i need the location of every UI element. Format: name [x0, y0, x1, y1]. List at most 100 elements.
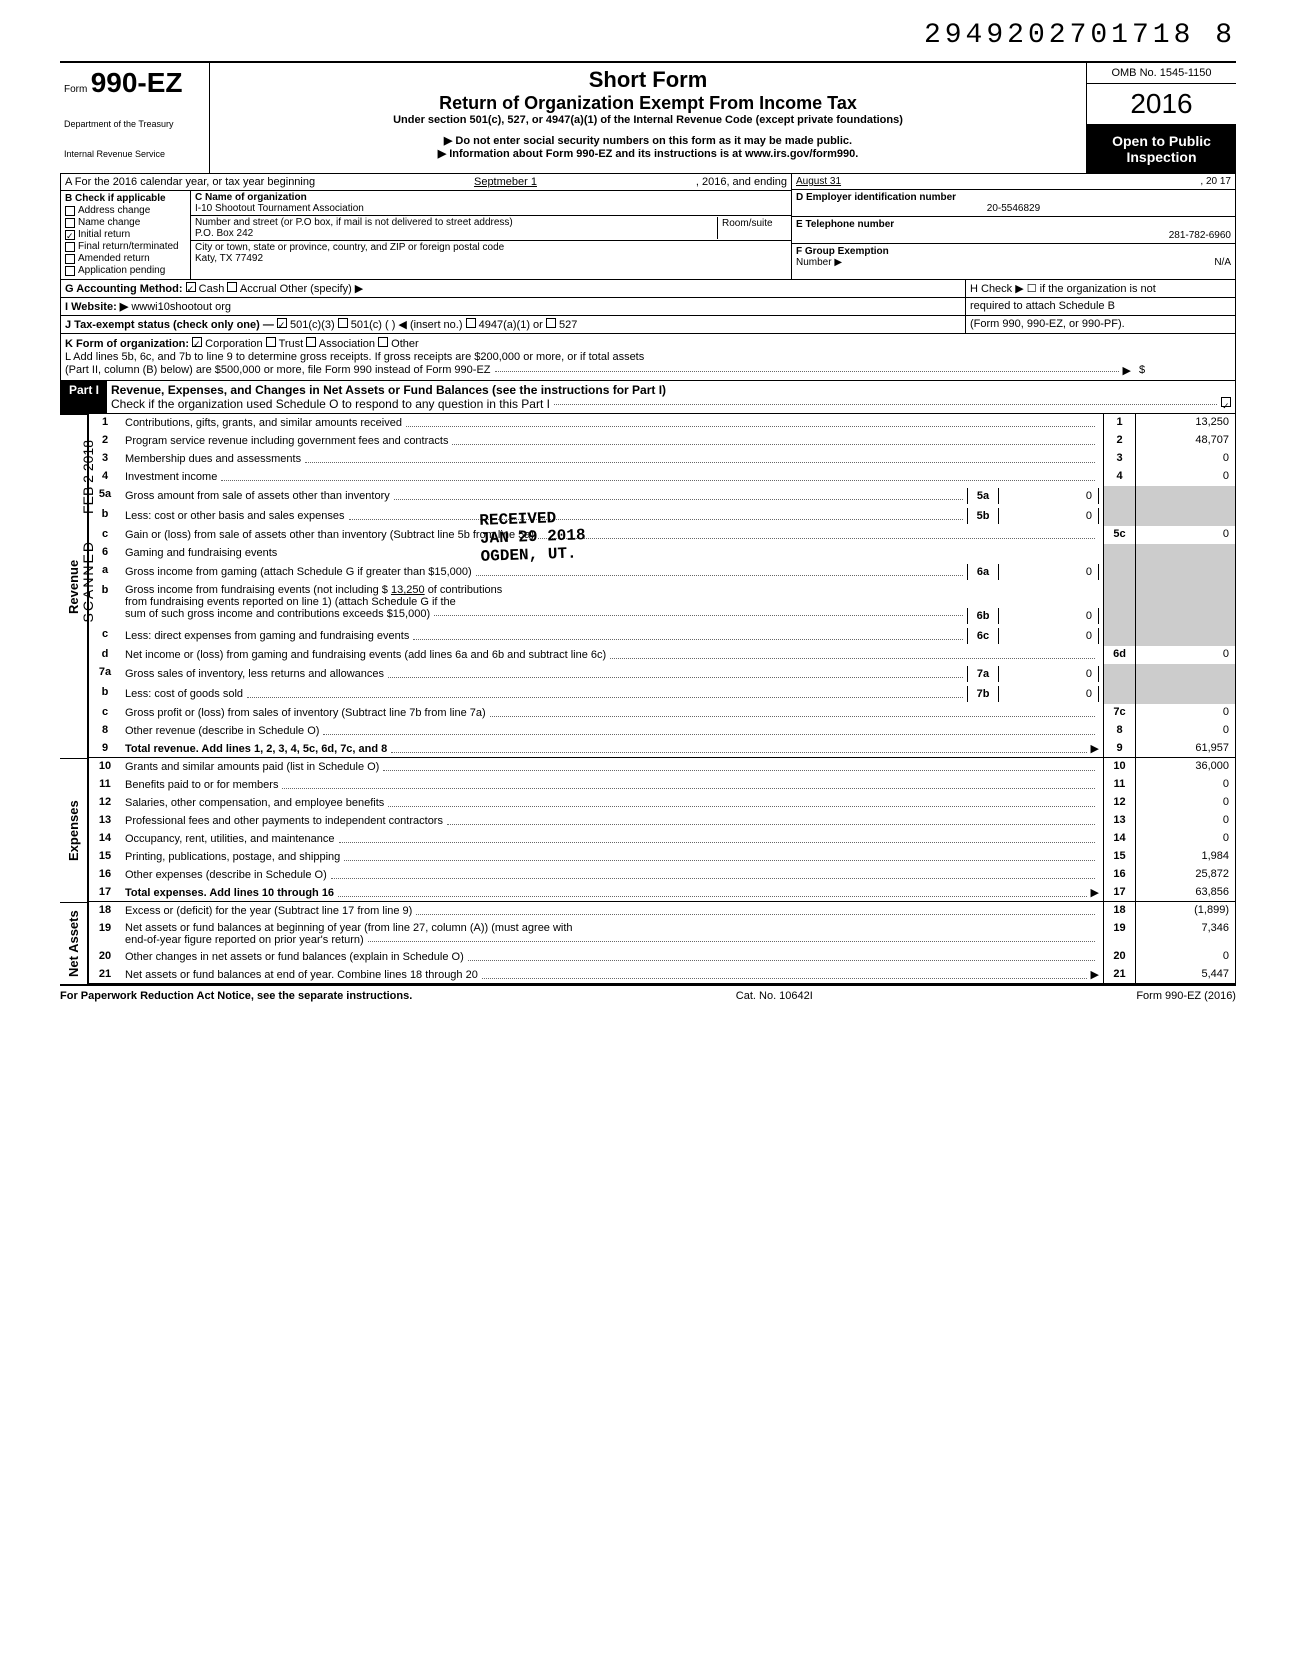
- l-dollar: $: [1131, 364, 1231, 377]
- line8-val: 0: [1135, 722, 1235, 740]
- line15-desc: Printing, publications, postage, and shi…: [125, 851, 340, 863]
- org-name: I-10 Shootout Tournament Association: [195, 203, 787, 214]
- line4-val: 0: [1135, 468, 1235, 486]
- line6b-d4: sum of such gross income and contributio…: [125, 608, 430, 624]
- line8-desc: Other revenue (describe in Schedule O): [125, 725, 319, 737]
- line6b-d2: of contributions: [428, 584, 503, 596]
- line7b-desc: Less: cost of goods sold: [125, 688, 243, 700]
- website: wwwi10shootout org: [131, 301, 231, 313]
- line6d-desc: Net income or (loss) from gaming and fun…: [125, 649, 606, 661]
- line21-desc: Net assets or fund balances at end of ye…: [125, 969, 478, 981]
- short-form-title: Short Form: [220, 67, 1076, 93]
- expenses-tab: Expenses: [60, 758, 88, 902]
- ein-value: 20-5546829: [796, 203, 1231, 214]
- accrual-check[interactable]: [227, 282, 237, 292]
- line19-d1: Net assets or fund balances at beginning…: [125, 922, 573, 934]
- 527-check[interactable]: [546, 318, 556, 328]
- e-label: E Telephone number: [796, 219, 1231, 230]
- form-number: 990-EZ: [91, 67, 183, 98]
- room-suite: Room/suite: [717, 217, 787, 239]
- 4947-check[interactable]: [466, 318, 476, 328]
- org-city: Katy, TX 77492: [195, 253, 787, 264]
- l-arrow: ▶: [1123, 364, 1131, 377]
- d-label: D Employer identification number: [796, 192, 1231, 203]
- final-return: Final return/terminated: [78, 241, 179, 252]
- line1-desc: Contributions, gifts, grants, and simila…: [125, 417, 402, 429]
- line10-desc: Grants and similar amounts paid (list in…: [125, 761, 379, 773]
- part1-check[interactable]: [1221, 397, 1231, 407]
- line6b-subval: 0: [999, 608, 1099, 624]
- addr-change-check[interactable]: [65, 206, 75, 216]
- other-check[interactable]: [378, 337, 388, 347]
- info-link: ▶ Information about Form 990-EZ and its …: [220, 147, 1076, 160]
- line3-val: 0: [1135, 450, 1235, 468]
- open-public-2: Inspection: [1091, 149, 1232, 165]
- line9-desc: Total revenue. Add lines 1, 2, 3, 4, 5c,…: [125, 743, 387, 755]
- line7a-subval: 0: [999, 666, 1099, 682]
- line15-val: 1,984: [1135, 848, 1235, 866]
- line5a-desc: Gross amount from sale of assets other t…: [125, 490, 390, 502]
- name-change: Name change: [78, 217, 140, 228]
- 501c3-check[interactable]: [277, 318, 287, 328]
- omb-number: OMB No. 1545-1150: [1087, 63, 1236, 84]
- app-pending-check[interactable]: [65, 266, 75, 276]
- net-assets-tab: Net Assets: [60, 902, 88, 984]
- b-label: B Check if applicable: [65, 193, 186, 204]
- corp-check[interactable]: [192, 337, 202, 347]
- 527: 527: [559, 319, 577, 331]
- 501c: 501(c) (: [351, 319, 389, 331]
- j-label: J Tax-exempt status (check only one) —: [65, 319, 274, 331]
- name-change-check[interactable]: [65, 218, 75, 228]
- line17-val: 63,856: [1135, 884, 1235, 901]
- footer-left: For Paperwork Reduction Act Notice, see …: [60, 990, 412, 1002]
- irs-label: Internal Revenue Service: [64, 149, 205, 159]
- line1-val: 13,250: [1135, 414, 1235, 432]
- ssn-warning: ▶ Do not enter social security numbers o…: [220, 134, 1076, 147]
- line6a-subval: 0: [999, 564, 1099, 580]
- line5c-desc: Gain or (loss) from sale of assets other…: [125, 529, 534, 541]
- line13-val: 0: [1135, 812, 1235, 830]
- line6c-subval: 0: [999, 628, 1099, 644]
- line17-desc: Total expenses. Add lines 10 through 16: [125, 887, 334, 899]
- line3-desc: Membership dues and assessments: [125, 453, 301, 465]
- line6c-desc: Less: direct expenses from gaming and fu…: [125, 630, 409, 642]
- part1-label: Part I: [61, 381, 107, 413]
- line12-desc: Salaries, other compensation, and employ…: [125, 797, 384, 809]
- line20-val: 0: [1135, 948, 1235, 966]
- f-label2: Number ▶: [796, 257, 842, 268]
- initial-return-check[interactable]: [65, 230, 75, 240]
- trust-check[interactable]: [266, 337, 276, 347]
- line13-desc: Professional fees and other payments to …: [125, 815, 443, 827]
- final-return-check[interactable]: [65, 242, 75, 252]
- line7c-val: 0: [1135, 704, 1235, 722]
- 501c-check[interactable]: [338, 318, 348, 328]
- line11-val: 0: [1135, 776, 1235, 794]
- assoc-check[interactable]: [306, 337, 316, 347]
- amended-check[interactable]: [65, 254, 75, 264]
- year-mid: , 2016, and ending: [696, 176, 787, 188]
- under-section: Under section 501(c), 527, or 4947(a)(1)…: [220, 114, 1076, 126]
- line7b-subval: 0: [999, 686, 1099, 702]
- cash: Cash: [199, 283, 225, 295]
- line6a-desc: Gross income from gaming (attach Schedul…: [125, 566, 472, 578]
- tax-year: 2016: [1087, 84, 1236, 125]
- insert-no: ) ◀ (insert no.): [392, 319, 463, 331]
- c-label: C Name of organization: [195, 192, 787, 203]
- line9-val: 61,957: [1135, 740, 1235, 757]
- form-prefix: Form: [64, 84, 87, 95]
- line4-desc: Investment income: [125, 471, 217, 483]
- h-label: H Check ▶ ☐ if the organization is not: [965, 280, 1235, 297]
- part1-check-text: Check if the organization used Schedule …: [111, 397, 550, 411]
- cal-year-label: A For the 2016 calendar year, or tax yea…: [65, 176, 315, 188]
- line11-desc: Benefits paid to or for members: [125, 779, 278, 791]
- cash-check[interactable]: [186, 282, 196, 292]
- line5c-val: 0: [1135, 526, 1235, 544]
- h-label3: (Form 990, 990-EZ, or 990-PF).: [965, 316, 1235, 333]
- part1-title: Revenue, Expenses, and Changes in Net As…: [111, 383, 1231, 397]
- line18-desc: Excess or (deficit) for the year (Subtra…: [125, 905, 412, 917]
- line5b-desc: Less: cost or other basis and sales expe…: [125, 510, 345, 522]
- f-label: F Group Exemption: [796, 246, 1231, 257]
- h-label2: required to attach Schedule B: [965, 298, 1235, 315]
- line6b-d1: Gross income from fundraising events (no…: [125, 584, 388, 596]
- line16-val: 25,872: [1135, 866, 1235, 884]
